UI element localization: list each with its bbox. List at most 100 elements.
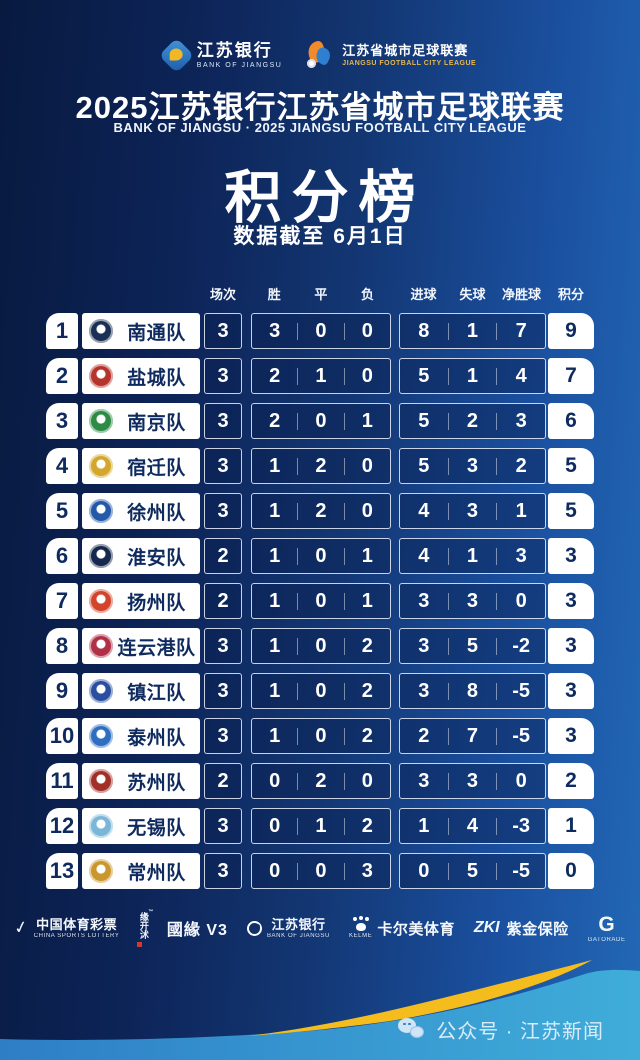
- table-row: 5 徐州队 3 1 2 0 4 3 1 5: [46, 493, 594, 529]
- bank-of-jiangsu-icon: [158, 37, 194, 73]
- win-draw-loss-cells: 1 0 2: [251, 718, 391, 754]
- draw-value: 0: [315, 634, 327, 657]
- draw-value: 2: [315, 499, 327, 522]
- league-logo-en: JIANGSU FOOTBALL CITY LEAGUE: [342, 59, 477, 67]
- win-value: 2: [269, 409, 281, 432]
- goals-cells: 5 3 2: [399, 448, 546, 484]
- played-cell: 3: [204, 448, 242, 484]
- team-name: 镇江队: [127, 682, 186, 704]
- team-crest-icon: [89, 769, 113, 793]
- goals-for-value: 5: [418, 409, 430, 432]
- draw-value: 0: [315, 859, 327, 882]
- table-row: 13 常州队 3 0 0 3 0 5 -5 0: [46, 853, 594, 889]
- goals-cells: 4 1 3: [399, 538, 546, 574]
- goals-for-value: 3: [418, 634, 430, 657]
- goal-diff-value: -5: [512, 859, 531, 882]
- goals-for-value: 5: [418, 364, 430, 387]
- loss-value: 0: [361, 319, 373, 342]
- league-logo-cn: 江苏省城市足球联赛: [342, 42, 469, 58]
- team-cell: 连云港队: [82, 628, 200, 664]
- goals-cells: 5 1 4: [399, 358, 546, 394]
- draw-value: 0: [315, 724, 327, 747]
- goals-against-value: 5: [466, 859, 479, 882]
- rank-cell: 3: [46, 403, 78, 439]
- win-draw-loss-cells: 1 2 0: [251, 448, 391, 484]
- goals-for-value: 2: [418, 724, 430, 747]
- goals-for-value: 5: [418, 454, 430, 477]
- sponsor-china-sports-lottery: ✓ 中国体育彩票 CHINA SPORTS LOTTERY: [13, 917, 120, 939]
- table-row: 9 镇江队 3 1 0 2 3 8 -5 3: [46, 673, 594, 709]
- team-cell: 盐城队: [82, 358, 200, 394]
- points-cell: 9: [548, 313, 594, 349]
- team-crest-icon: [89, 724, 113, 748]
- loss-value: 1: [361, 409, 373, 432]
- col-points: 积分: [557, 287, 584, 302]
- table-row: 10 泰州队 3 1 0 2 2 7 -5 3: [46, 718, 594, 754]
- win-value: 2: [269, 364, 281, 387]
- rank-cell: 2: [46, 358, 78, 394]
- table-row: 7 扬州队 2 1 0 1 3 3 0 3: [46, 583, 594, 619]
- played-cell: 2: [204, 538, 242, 574]
- win-value: 1: [269, 589, 281, 612]
- sponsor-sublabel: CHINA SPORTS LOTTERY: [33, 932, 120, 939]
- table-row: 1 南通队 3 3 0 0 8 1 7 9: [46, 313, 594, 349]
- loss-value: 0: [361, 454, 373, 477]
- brand-logos-row: 江苏银行 BANK OF JIANGSU 江苏省城市足球联赛 JIANGSU F…: [0, 37, 640, 73]
- team-crest-icon: [89, 364, 113, 388]
- goals-against-value: 3: [466, 499, 479, 522]
- sponsor-guoyuan-v3: 國緣 V3: [167, 916, 228, 940]
- team-name: 宿迁队: [127, 457, 186, 479]
- goals-cells: 2 7 -5: [399, 718, 546, 754]
- win-draw-loss-cells: 1 2 0: [251, 493, 391, 529]
- win-draw-loss-cells: 0 0 3: [251, 853, 391, 889]
- win-draw-loss-cells: 2 1 0: [251, 358, 391, 394]
- table-row: 12 无锡队 3 0 1 2 1 4 -3 1: [46, 808, 594, 844]
- goals-against-value: 1: [466, 364, 479, 387]
- played-cell: 3: [204, 403, 242, 439]
- goals-cells: 3 8 -5: [399, 673, 546, 709]
- goals-for-value: 0: [418, 859, 430, 882]
- team-name: 常州队: [127, 862, 186, 884]
- played-cell: 3: [204, 853, 242, 889]
- sponsor-sublabel: BANK OF JIANGSU: [266, 932, 330, 939]
- loss-value: 0: [361, 364, 373, 387]
- bank-logo-en: BANK OF JIANGSU: [196, 61, 283, 69]
- team-name: 无锡队: [127, 817, 186, 839]
- rank-cell: 11: [46, 763, 78, 799]
- footer-curve-graphic: [0, 960, 640, 1060]
- goal-diff-value: 7: [515, 319, 527, 342]
- goal-diff-value: -5: [512, 679, 531, 702]
- win-value: 1: [269, 634, 281, 657]
- goals-against-value: 4: [466, 814, 479, 837]
- sponsor-sublabel: KELME: [348, 933, 373, 939]
- points-cell: 3: [548, 673, 594, 709]
- goal-diff-value: 4: [515, 364, 527, 387]
- team-cell: 淮安队: [82, 538, 200, 574]
- kelme-paw-icon: [352, 917, 369, 931]
- team-crest-icon: [89, 679, 113, 703]
- loss-value: 3: [361, 859, 373, 882]
- team-cell: 泰州队: [82, 718, 200, 754]
- played-cell: 3: [204, 628, 242, 664]
- goals-cells: 5 2 3: [399, 403, 546, 439]
- table-row: 2 盐城队 3 2 1 0 5 1 4 7: [46, 358, 594, 394]
- goals-for-value: 1: [418, 814, 430, 837]
- zki-mark: ZKI: [473, 919, 500, 936]
- win-value: 1: [269, 454, 281, 477]
- rank-cell: 9: [46, 673, 78, 709]
- points-cell: 5: [548, 493, 594, 529]
- rank-cell: 13: [46, 853, 78, 889]
- bank-swirl-icon: [246, 920, 262, 936]
- points-cell: 6: [548, 403, 594, 439]
- team-crest-icon: [89, 634, 113, 658]
- points-cell: 3: [548, 583, 594, 619]
- team-cell: 常州队: [82, 853, 200, 889]
- rank-cell: 5: [46, 493, 78, 529]
- goals-against-value: 2: [466, 409, 479, 432]
- goals-for-value: 4: [418, 499, 430, 522]
- team-name: 徐州队: [127, 502, 186, 524]
- goal-diff-value: -2: [512, 634, 531, 657]
- bank-of-jiangsu-logo: 江苏银行 BANK OF JIANGSU: [158, 37, 283, 73]
- team-cell: 镇江队: [82, 673, 200, 709]
- draw-value: 0: [315, 409, 327, 432]
